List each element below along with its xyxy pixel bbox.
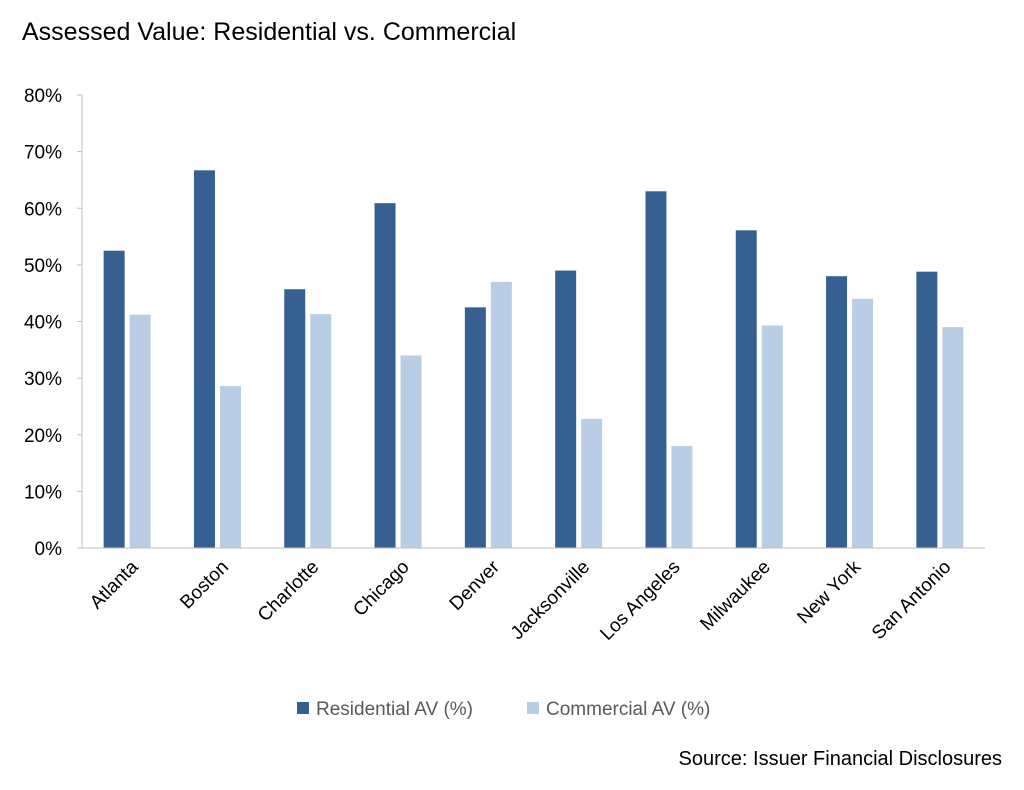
bar-commercial-chicago [400, 355, 422, 548]
bar-residential-new-york [826, 276, 848, 548]
bar-commercial-new-york [852, 298, 874, 548]
bar-residential-denver [464, 307, 486, 548]
legend-label: Commercial AV (%) [546, 699, 710, 720]
bar-residential-los-angeles [645, 191, 667, 548]
bar-residential-atlanta [103, 250, 125, 548]
source-note: Source: Issuer Financial Disclosures [678, 748, 1002, 770]
x-tick-label: Atlanta [86, 556, 143, 613]
y-tick-label: 60% [24, 199, 62, 220]
x-tick-label: Milwaukee [696, 557, 774, 635]
x-tick-label: Boston [176, 557, 233, 614]
bar-commercial-los-angeles [671, 446, 693, 548]
x-tick-label: Los Angeles [596, 557, 684, 645]
bar-residential-jacksonville [555, 270, 577, 548]
bar-commercial-charlotte [310, 314, 332, 548]
legend-label: Residential AV (%) [316, 699, 473, 720]
x-tick-label: New York [793, 556, 865, 628]
y-tick-label: 20% [24, 426, 62, 447]
y-axis: 0% 10% 20% 30% 40% 50% 60% 70% 80% [24, 86, 83, 560]
y-tick-label: 40% [24, 313, 62, 334]
bar-commercial-denver [490, 281, 512, 548]
legend: Residential AV (%) Commercial AV (%) [297, 699, 710, 720]
x-tick-label: Chicago [349, 557, 413, 621]
bar-residential-charlotte [284, 289, 306, 548]
bar-commercial-boston [219, 386, 241, 548]
bar-commercial-san-antonio [942, 327, 964, 548]
y-tick-label: 0% [35, 539, 63, 560]
x-tick-label: Charlotte [254, 557, 323, 626]
chart-title: Assessed Value: Residential vs. Commerci… [22, 18, 517, 46]
bar-commercial-atlanta [129, 314, 151, 548]
y-tick-label: 50% [24, 256, 62, 277]
bar-commercial-milwaukee [761, 325, 783, 548]
bar-residential-san-antonio [916, 271, 938, 548]
y-tick-label: 70% [24, 143, 62, 164]
x-tick-label: San Antonio [868, 557, 955, 644]
y-tick-label: 80% [24, 86, 62, 107]
bar-commercial-jacksonville [581, 418, 603, 548]
legend-swatch [527, 702, 539, 714]
bar-residential-chicago [374, 203, 396, 548]
bar-residential-milwaukee [735, 230, 757, 549]
bars-group [103, 170, 964, 549]
y-tick-label: 30% [24, 369, 62, 390]
bar-residential-boston [193, 170, 215, 548]
x-axis: Atlanta Boston Charlotte Chicago Denver Jacks… [82, 547, 985, 645]
x-tick-label: Denver [446, 556, 505, 615]
legend-swatch [297, 702, 309, 714]
x-tick-label: Jacksonville [507, 557, 594, 644]
y-tick-label: 10% [24, 482, 62, 503]
